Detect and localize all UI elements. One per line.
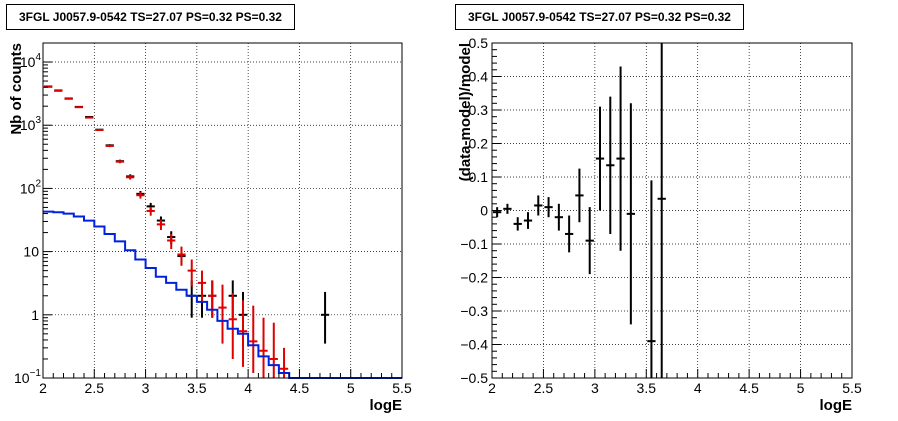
- data-point: [105, 144, 114, 148]
- data-point: [197, 270, 207, 302]
- chart-title-right: 3FGL J0057.9-0542 TS=27.07 PS=0.32 PS=0.…: [455, 4, 744, 30]
- data-point: [595, 106, 605, 211]
- y-axis-label: (data-model)/model: [457, 43, 474, 181]
- y-tick-label: 103: [20, 115, 42, 133]
- data-point: [657, 43, 666, 378]
- data-point: [523, 212, 533, 229]
- data-point: [136, 192, 145, 199]
- x-tick-label: 4.5: [290, 380, 310, 396]
- y-tick-label: −0.2: [460, 270, 488, 286]
- y-tick-label: 1: [31, 307, 39, 323]
- chart-title-left: 3FGL J0057.9-0542 TS=27.07 PS=0.32 PS=0.…: [6, 4, 295, 30]
- data-point: [95, 129, 104, 132]
- y-axis-label: Nb of counts: [8, 43, 25, 135]
- y-tick-label: −0.5: [460, 370, 488, 386]
- data-point: [269, 322, 278, 378]
- x-tick-label: 4.5: [739, 380, 759, 396]
- y-tick-label: 0.1: [469, 169, 489, 185]
- data-point: [115, 160, 125, 164]
- x-tick-label: 3: [591, 380, 599, 396]
- x-tick-label: 5.5: [392, 380, 412, 396]
- x-axis-label: logE: [370, 397, 403, 414]
- data-point: [156, 219, 166, 230]
- data-point: [626, 103, 635, 325]
- data-point: [585, 207, 594, 275]
- residuals-panel: 2 2.5 3 3.5 4 4.5 5 5.5 −0.5 −0.4 −0.3 −0.2 −0.1 0 0.1…: [457, 35, 862, 414]
- data-point: [647, 180, 656, 378]
- data-point: [259, 317, 268, 378]
- data-point: [187, 259, 196, 287]
- data-point: [565, 215, 574, 253]
- y-tick-label: 0: [480, 203, 488, 219]
- y-tick-label: 10: [23, 244, 39, 260]
- data-point: [177, 246, 186, 266]
- data-point: [554, 203, 563, 231]
- data-point: [513, 217, 522, 231]
- data-point: [606, 96, 615, 234]
- y-tick-label: 104: [20, 52, 42, 70]
- y-tick-label: 0.3: [469, 102, 489, 118]
- y-tick-label: −0.1: [460, 236, 488, 252]
- y-tick-label: 0.5: [469, 35, 489, 51]
- data-point: [167, 233, 176, 249]
- x-tick-label: 3.5: [187, 380, 207, 396]
- y-tick-label: −0.4: [460, 337, 488, 353]
- data-point: [64, 97, 73, 100]
- data-point: [74, 106, 84, 109]
- x-tick-label: 2.5: [85, 380, 105, 396]
- data-point: [208, 280, 217, 318]
- data-point: [146, 206, 155, 216]
- data-point: [544, 197, 553, 218]
- y-tick-label: 0.4: [469, 69, 489, 85]
- x-tick-label: 2.5: [534, 380, 554, 396]
- x-tick-label: 3: [142, 380, 150, 396]
- x-tick-label: 4: [244, 380, 252, 396]
- data-point: [218, 284, 227, 344]
- x-tick-label: 4: [694, 380, 702, 396]
- data-point: [575, 168, 584, 223]
- y-tick-label: 10−1: [14, 368, 41, 386]
- x-tick-label: 2: [488, 380, 496, 396]
- x-tick-label: 5: [797, 380, 805, 396]
- data-point: [85, 116, 94, 119]
- data-point: [503, 203, 512, 214]
- data-point: [249, 305, 258, 373]
- data-point: [493, 207, 502, 218]
- data-point: [320, 291, 330, 344]
- y-tick-label: −0.3: [460, 303, 488, 319]
- data-point: [54, 89, 63, 92]
- y-tick-label: 0.2: [469, 136, 489, 152]
- x-tick-label: 5.5: [842, 380, 862, 396]
- x-tick-label: 3.5: [637, 380, 657, 396]
- y-tick-label: 102: [20, 178, 42, 196]
- x-axis-label: logE: [820, 397, 853, 414]
- data-point: [228, 293, 237, 359]
- plot-frame: [42, 42, 403, 379]
- x-tick-label: 5: [347, 380, 355, 396]
- data-point: [534, 195, 543, 216]
- data-point: [126, 175, 135, 180]
- x-tick-label: 2: [39, 380, 47, 396]
- counts-panel: 2 2.5 3 3.5 4 4.5 5 5.5 10−1 1 10 102 103 104 logE Nb o…: [8, 42, 412, 414]
- data-point: [616, 66, 625, 251]
